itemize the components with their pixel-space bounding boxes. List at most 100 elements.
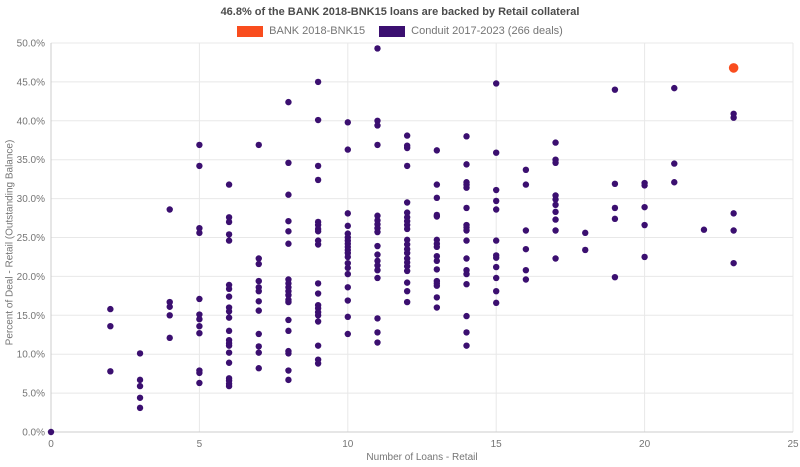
conduit-data-point <box>196 379 203 387</box>
conduit-data-point <box>344 210 351 217</box>
conduit-data-point <box>641 182 648 189</box>
legend-item-conduit-label: Conduit 2017-2023 (266 deals) <box>411 25 563 37</box>
x-tick-label: 25 <box>787 439 799 450</box>
conduit-data-point <box>463 270 470 278</box>
conduit-data-point <box>433 194 441 202</box>
conduit-data-point <box>344 119 351 126</box>
legend-item-conduit[interactable]: Conduit 2017-2023 (266 deals) <box>379 25 563 37</box>
conduit-data-point <box>403 225 411 233</box>
legend-item-bank[interactable]: BANK 2018-BNK15 <box>237 25 365 37</box>
conduit-data-point <box>522 276 530 283</box>
conduit-data-point <box>225 237 233 244</box>
conduit-data-point <box>225 342 233 349</box>
conduit-data-point <box>285 327 292 335</box>
conduit-data-point <box>493 186 500 194</box>
conduit-data-point <box>433 243 441 251</box>
conduit-data-point <box>285 316 292 324</box>
conduit-data-point <box>314 290 322 297</box>
conduit-data-point <box>314 360 322 367</box>
conduit-data-point <box>285 298 292 306</box>
y-axis-title: Percent of Deal - Retail (Outstanding Ba… <box>4 139 16 346</box>
conduit-data-point <box>403 162 411 170</box>
conduit-data-point <box>47 428 55 436</box>
conduit-data-point <box>225 231 233 238</box>
conduit-data-point <box>344 253 351 261</box>
conduit-data-point <box>107 322 114 330</box>
conduit-data-point <box>463 342 470 349</box>
conduit-data-point <box>285 98 292 106</box>
conduit-data-point <box>196 311 203 318</box>
y-tick-label: 15.0% <box>17 311 45 322</box>
conduit-data-point <box>433 266 441 273</box>
conduit-data-point <box>255 287 262 295</box>
y-tick-label: 35.0% <box>17 155 45 166</box>
conduit-data-point <box>225 314 233 321</box>
conduit-data-point <box>225 214 233 221</box>
conduit-data-point <box>374 117 381 125</box>
conduit-data-point <box>255 141 262 149</box>
conduit-series-swatch-icon <box>379 25 406 37</box>
conduit-data-point <box>552 196 559 203</box>
conduit-data-point <box>314 162 322 170</box>
conduit-data-point <box>285 350 292 357</box>
conduit-data-point <box>225 218 233 226</box>
conduit-data-point <box>196 329 203 337</box>
conduit-data-point <box>166 298 173 306</box>
conduit-data-point <box>493 237 500 244</box>
conduit-data-point <box>522 181 530 188</box>
y-tick-label: 25.0% <box>17 233 45 244</box>
y-tick-label: 5.0% <box>22 389 45 400</box>
x-tick-label: 0 <box>48 439 54 450</box>
y-tick-label: 45.0% <box>17 77 45 88</box>
conduit-data-point <box>611 204 619 212</box>
x-tick-label: 5 <box>197 439 203 450</box>
conduit-data-point <box>196 322 203 330</box>
conduit-data-point <box>671 84 678 92</box>
conduit-data-point <box>374 339 381 346</box>
conduit-data-point <box>344 264 351 272</box>
conduit-data-point <box>136 394 144 401</box>
y-tick-label: 0.0% <box>22 428 45 439</box>
conduit-data-point <box>433 147 441 154</box>
conduit-data-point <box>522 245 530 253</box>
conduit-data-point <box>285 367 292 374</box>
conduit-data-point <box>493 299 500 307</box>
conduit-data-point <box>374 329 381 336</box>
conduit-data-point <box>136 404 144 412</box>
conduit-data-point <box>255 277 262 285</box>
conduit-data-point <box>463 255 470 262</box>
x-axis-title: Number of Loans - Retail <box>366 452 478 463</box>
conduit-data-point <box>166 312 173 319</box>
conduit-data-point <box>225 382 233 390</box>
conduit-data-point <box>433 181 441 188</box>
conduit-data-point <box>700 226 708 233</box>
y-tick-label: 10.0% <box>17 350 45 361</box>
conduit-data-point <box>225 293 233 300</box>
conduit-data-point <box>493 80 500 87</box>
y-tick-label: 30.0% <box>17 194 45 205</box>
conduit-data-point <box>314 241 322 248</box>
conduit-data-point <box>344 313 351 321</box>
conduit-data-point <box>493 263 500 271</box>
conduit-data-point <box>374 257 381 265</box>
conduit-data-point <box>314 116 322 124</box>
conduit-data-point <box>403 287 411 295</box>
conduit-data-point <box>730 210 737 217</box>
conduit-data-point <box>463 204 470 212</box>
conduit-data-point <box>671 179 678 186</box>
y-tick-label: 50.0% <box>17 39 45 50</box>
bank-series-swatch-icon <box>237 25 264 37</box>
conduit-data-point <box>403 144 411 152</box>
conduit-data-point <box>255 307 262 314</box>
conduit-data-point <box>314 312 322 319</box>
conduit-data-point <box>493 274 500 282</box>
conduit-data-point <box>463 280 470 288</box>
legend: BANK 2018-BNK15 Conduit 2017-2023 (266 d… <box>0 25 800 37</box>
conduit-data-point <box>374 266 381 274</box>
conduit-data-point <box>196 295 203 303</box>
conduit-data-point <box>403 209 411 216</box>
conduit-data-point <box>433 257 441 265</box>
conduit-data-point <box>314 176 322 184</box>
conduit-data-point <box>463 184 470 191</box>
conduit-data-point <box>374 251 381 258</box>
